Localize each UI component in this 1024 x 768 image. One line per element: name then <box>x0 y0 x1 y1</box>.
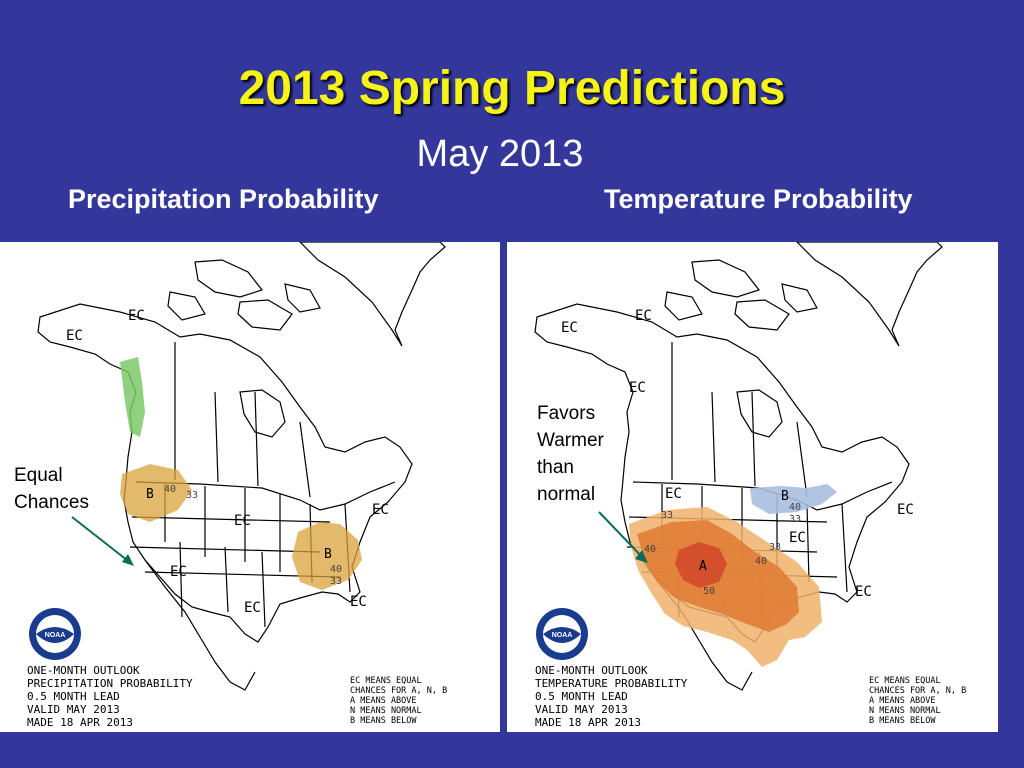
greenland-outline <box>796 242 943 347</box>
footer-line: ONE-MONTH OUTLOOK <box>535 664 648 677</box>
annotation-arrow <box>598 511 648 563</box>
dry-midwest-area <box>292 522 362 590</box>
footer-line: VALID MAY 2013 <box>535 703 628 716</box>
ec-label: EC <box>350 594 367 610</box>
legend-line: EC MEANS EQUAL <box>350 676 422 686</box>
annotation-line: than <box>537 457 574 478</box>
legend-line: CHANCES FOR A, N, B <box>869 686 966 696</box>
contour-labels: 33 40 33 40 50 40 33 <box>644 502 801 597</box>
contour-label: 40 <box>644 544 656 555</box>
legend-line: EC MEANS EQUAL <box>869 676 941 686</box>
contour-label: 50 <box>703 586 715 597</box>
ec-label: EC <box>234 513 251 529</box>
legend-line: N MEANS NORMAL <box>350 706 422 716</box>
contour-label: 40 <box>164 484 176 495</box>
equal-chances-annotation: Equal Chances <box>14 462 89 516</box>
footer-line: TEMPERATURE PROBABILITY <box>535 677 688 690</box>
annotation-line: Warmer <box>537 430 604 451</box>
precipitation-heading: Precipitation Probability <box>68 184 379 214</box>
ec-label: EC <box>629 380 646 396</box>
temperature-map-panel: EC EC EC EC EC EC EC A B 33 40 33 40 50 … <box>507 242 998 732</box>
map-legend: EC MEANS EQUAL CHANCES FOR A, N, B A MEA… <box>350 676 447 726</box>
noaa-logo-text: NOAA <box>45 632 66 639</box>
arctic-islands-outline <box>664 259 818 331</box>
precipitation-map-panel: EC EC EC EC EC EC EC B B 40 33 40 33 NOA… <box>0 242 500 732</box>
map-footer: ONE-MONTH OUTLOOK PRECIPITATION PROBABIL… <box>27 664 193 729</box>
legend-line: A MEANS ABOVE <box>350 696 417 706</box>
ec-label: EC <box>897 502 914 518</box>
greenland-outline <box>299 242 446 347</box>
mexico-outline <box>144 559 256 691</box>
ec-label: EC <box>170 564 187 580</box>
contour-label: 33 <box>661 510 673 521</box>
dry-northwest-area <box>120 464 192 522</box>
legend-line: CHANCES FOR A, N, B <box>350 686 447 696</box>
legend-line: B MEANS BELOW <box>869 716 936 726</box>
cool-great-lakes-area <box>750 484 837 514</box>
ec-label: EC <box>855 584 872 600</box>
footer-line: MADE 18 APR 2013 <box>535 716 641 729</box>
annotation-line: Chances <box>14 492 89 513</box>
ec-label: EC <box>66 328 83 344</box>
ec-label: EC <box>372 502 389 518</box>
contour-labels: 40 33 40 33 <box>164 484 342 587</box>
annotation-line: normal <box>537 484 596 505</box>
ec-label: EC <box>665 486 682 502</box>
warm-50-area <box>675 542 727 588</box>
ec-label: EC <box>635 308 652 324</box>
ec-label: EC <box>561 320 578 336</box>
contour-label: 40 <box>330 564 342 575</box>
temperature-map: EC EC EC EC EC EC EC A B 33 40 33 40 50 … <box>534 242 966 729</box>
wet-pacific-nw-area <box>120 357 145 437</box>
contour-label: 33 <box>186 490 198 501</box>
footer-line: 0.5 MONTH LEAD <box>535 690 628 703</box>
ec-labels: EC EC EC EC EC EC EC <box>66 308 389 616</box>
contour-label: 33 <box>789 514 801 525</box>
footer-line: MADE 18 APR 2013 <box>27 716 133 729</box>
legend-line: A MEANS ABOVE <box>869 696 936 706</box>
slide-subtitle: May 2013 <box>416 133 584 175</box>
legend-line: N MEANS NORMAL <box>869 706 941 716</box>
slide-title: 2013 Spring Predictions <box>238 62 786 115</box>
hudson-bay-outline <box>736 389 783 438</box>
map-legend: EC MEANS EQUAL CHANCES FOR A, N, B A MEA… <box>869 676 966 726</box>
region-label-above: A <box>699 559 707 574</box>
ec-label: EC <box>789 530 806 546</box>
footer-line: PRECIPITATION PROBABILITY <box>27 677 193 690</box>
contour-label: 33 <box>330 576 342 587</box>
ec-label: EC <box>244 600 261 616</box>
contour-label: 40 <box>755 556 767 567</box>
footer-line: ONE-MONTH OUTLOOK <box>27 664 140 677</box>
temperature-heading: Temperature Probability <box>604 184 913 214</box>
ec-label: EC <box>128 308 145 324</box>
region-label-below: B <box>324 547 332 562</box>
arctic-islands-outline <box>167 259 321 331</box>
map-footer: ONE-MONTH OUTLOOK TEMPERATURE PROBABILIT… <box>535 664 688 729</box>
ec-labels: EC EC EC EC EC EC EC <box>561 308 914 600</box>
region-labels: B B <box>146 487 332 562</box>
region-label-below: B <box>146 487 154 502</box>
annotation-line: Favors <box>537 403 596 424</box>
footer-line: VALID MAY 2013 <box>27 703 120 716</box>
precipitation-map: EC EC EC EC EC EC EC B B 40 33 40 33 NOA… <box>27 242 447 729</box>
noaa-logo: NOAA <box>29 608 81 660</box>
contour-label: 40 <box>789 502 801 513</box>
canada-province-lines <box>174 342 311 498</box>
favors-warmer-annotation: Favors Warmer than normal <box>537 400 604 508</box>
region-label-below: B <box>781 489 789 504</box>
annotation-arrow <box>71 516 134 566</box>
contour-label: 33 <box>769 542 781 553</box>
noaa-logo-text: NOAA <box>552 632 573 639</box>
legend-line: B MEANS BELOW <box>350 716 417 726</box>
hudson-bay-outline <box>239 389 286 438</box>
canada-province-lines <box>671 342 808 498</box>
bottom-strip <box>0 732 1024 768</box>
region-labels: A B <box>699 489 789 574</box>
noaa-logo: NOAA <box>536 608 588 660</box>
annotation-line: Equal <box>14 465 63 486</box>
footer-line: 0.5 MONTH LEAD <box>27 690 120 703</box>
